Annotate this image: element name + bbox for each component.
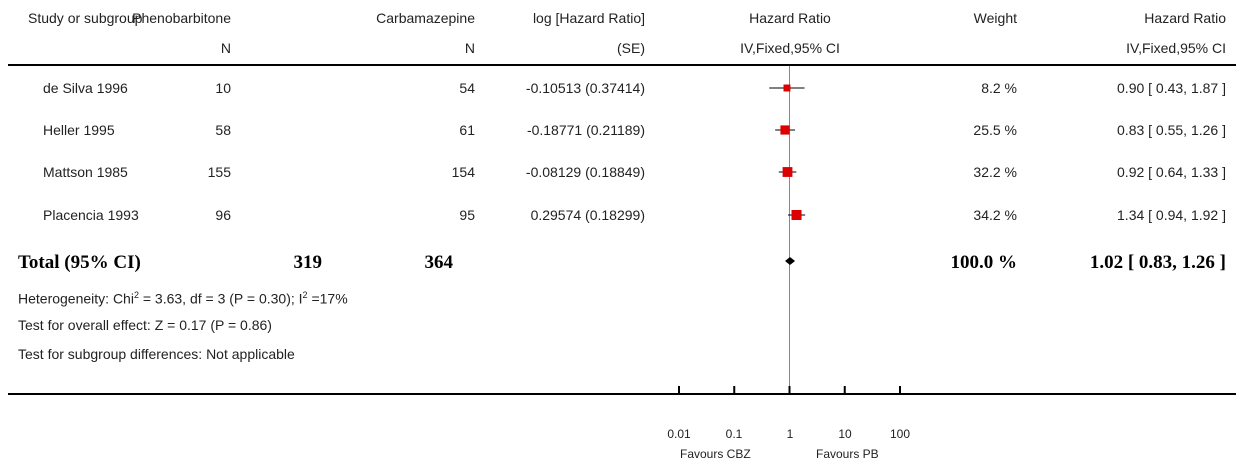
x-tick-label: 0.1 bbox=[725, 427, 743, 441]
study-marker bbox=[791, 210, 802, 220]
study-marker bbox=[782, 167, 793, 177]
cbz-n: 95 bbox=[459, 207, 475, 223]
weight: 34.2 % bbox=[973, 207, 1017, 223]
header-weight: Weight bbox=[973, 10, 1017, 26]
x-tick-label: 1 bbox=[786, 427, 794, 441]
total-label: Total (95% CI) bbox=[18, 252, 141, 273]
header-hr2: Hazard Ratio bbox=[1144, 10, 1226, 26]
header-hr: Hazard Ratio bbox=[749, 10, 831, 26]
x-tick-label: 100 bbox=[889, 427, 911, 441]
study-name: Placencia 1993 bbox=[43, 207, 139, 223]
cbz-n: 61 bbox=[459, 122, 475, 138]
cbz-n: 54 bbox=[459, 80, 475, 96]
hr-ci: 1.34 [ 0.94, 1.92 ] bbox=[1117, 207, 1226, 223]
total-hr-ci: 1.02 [ 0.83, 1.26 ] bbox=[1089, 252, 1226, 273]
header-pb-n: N bbox=[220, 40, 231, 56]
study-marker bbox=[783, 84, 791, 92]
log-hr-se: -0.18771 (0.21189) bbox=[526, 122, 645, 138]
header-loghr-se: (SE) bbox=[617, 40, 645, 56]
x-tick-label: 0.01 bbox=[667, 427, 691, 441]
subgroup-note: Test for subgroup differences: Not appli… bbox=[18, 346, 295, 362]
weight: 25.5 % bbox=[973, 122, 1017, 138]
cbz-n: 154 bbox=[451, 164, 475, 180]
hr-ci: 0.90 [ 0.43, 1.87 ] bbox=[1117, 80, 1226, 96]
weight: 8.2 % bbox=[981, 80, 1017, 96]
log-hr-se: -0.10513 (0.37414) bbox=[525, 80, 645, 96]
study-name: Mattson 1985 bbox=[43, 164, 128, 180]
study-marker bbox=[780, 125, 790, 135]
favours-right-label: Favours PB bbox=[816, 447, 879, 461]
pb-n: 155 bbox=[207, 164, 231, 180]
study-name: de Silva 1996 bbox=[43, 80, 128, 96]
header-hr2-method: IV,Fixed,95% CI bbox=[1126, 40, 1226, 56]
pb-n: 58 bbox=[215, 122, 231, 138]
header-cbz: Carbamazepine bbox=[376, 10, 475, 26]
header-pb: Phenobarbitone bbox=[132, 10, 231, 26]
header-hr-method: IV,Fixed,95% CI bbox=[740, 40, 840, 56]
overall-effect-note: Test for overall effect: Z = 0.17 (P = 0… bbox=[18, 317, 272, 333]
total-cbz-n: 364 bbox=[424, 252, 454, 273]
heterogeneity-note: Heterogeneity: Chi2 = 3.63, df = 3 (P = … bbox=[18, 290, 348, 307]
total-weight: 100.0 % bbox=[950, 252, 1018, 273]
x-tick-label: 10 bbox=[838, 427, 852, 441]
header-rule bbox=[8, 64, 1236, 66]
study-name: Heller 1995 bbox=[43, 122, 115, 138]
log-hr-se: 0.29574 (0.18299) bbox=[530, 207, 645, 223]
hr-ci: 0.83 [ 0.55, 1.26 ] bbox=[1117, 122, 1226, 138]
pb-n: 10 bbox=[215, 80, 231, 96]
total-pb-n: 319 bbox=[293, 252, 323, 273]
header-study: Study or subgroup bbox=[28, 10, 143, 26]
weight: 32.2 % bbox=[973, 164, 1017, 180]
bottom-rule bbox=[8, 393, 1236, 395]
header-cbz-n: N bbox=[464, 40, 475, 56]
favours-left-label: Favours CBZ bbox=[680, 447, 751, 461]
header-loghr: log [Hazard Ratio] bbox=[532, 10, 645, 26]
pb-n: 96 bbox=[215, 207, 231, 223]
hr-ci: 0.92 [ 0.64, 1.33 ] bbox=[1117, 164, 1226, 180]
total-diamond bbox=[785, 257, 796, 265]
log-hr-se: -0.08129 (0.18849) bbox=[525, 164, 645, 180]
